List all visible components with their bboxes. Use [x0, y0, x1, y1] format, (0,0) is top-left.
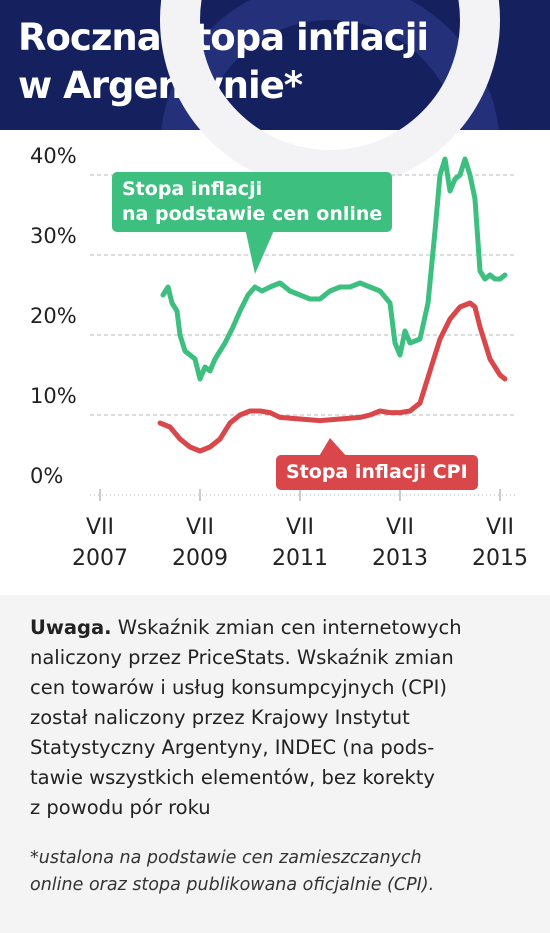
series-line — [157, 300, 508, 454]
series-line — [160, 156, 508, 382]
x-tick-label: VII 2013 — [372, 515, 428, 571]
footnote: *ustalona na podstawie cen zamieszczanyc… — [30, 848, 435, 895]
note-box: Uwaga. Wskaźnik zmian cen internetowych … — [0, 595, 550, 933]
note-lead: Uwaga. — [30, 616, 112, 639]
y-tick-label: 10% — [30, 384, 77, 408]
y-tick-label: 40% — [30, 144, 77, 168]
x-tick-label: VII 2007 — [72, 515, 128, 571]
note: Uwaga. Wskaźnik zmian cen internetowych … — [30, 613, 462, 823]
y-tick-label: 0% — [30, 464, 63, 488]
x-tick-label: VII 2015 — [472, 515, 528, 571]
x-tick-label: VII 2011 — [272, 515, 328, 571]
callout-tail — [318, 438, 348, 458]
chart: 0% 10% 20% 30% 40% — [30, 0, 515, 501]
callout-tail — [245, 228, 275, 274]
note-text: Wskaźnik zmian cen internetowych naliczo… — [30, 616, 462, 819]
y-tick-label: 20% — [30, 304, 77, 328]
legend-label: Stopa inflacji na podstawie cen online — [112, 172, 393, 232]
x-tick-label: VII 2009 — [172, 515, 228, 571]
legend-label: Stopa inflacji CPI — [276, 455, 478, 490]
y-tick-label: 30% — [30, 224, 77, 248]
